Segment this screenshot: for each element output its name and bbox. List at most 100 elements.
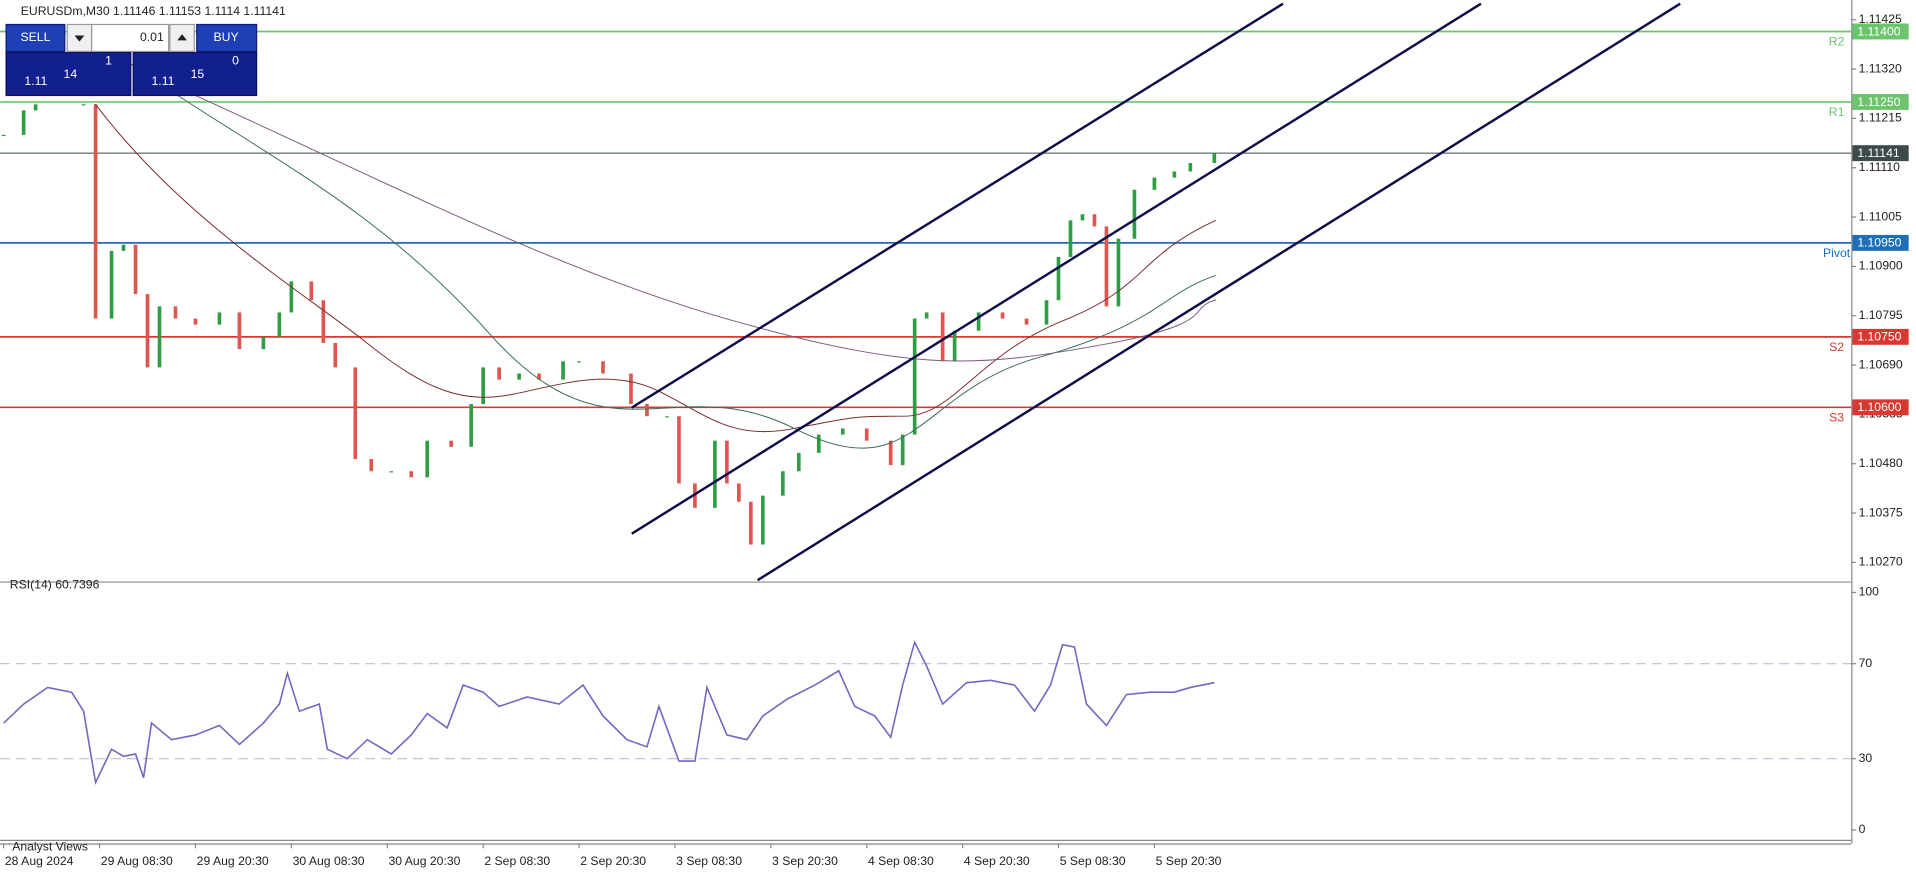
candle xyxy=(1152,177,1157,190)
price-tag-label: 1.10600 xyxy=(1857,400,1901,414)
candle xyxy=(888,440,893,466)
bid-prefix: 1.11 xyxy=(24,74,47,88)
sell-label[interactable]: SELL xyxy=(21,30,51,44)
y-tick-label: 1.10795 xyxy=(1859,308,1903,322)
candle xyxy=(217,312,222,325)
candle xyxy=(1056,256,1061,301)
candle xyxy=(309,281,314,301)
candle xyxy=(121,244,126,251)
close: 1.11141 xyxy=(243,4,286,18)
candle xyxy=(93,104,98,319)
candle xyxy=(816,434,821,453)
ask-prefix: 1.11 xyxy=(152,74,175,88)
x-tick-label: 29 Aug 20:30 xyxy=(197,854,269,868)
y-tick-label: 1.11320 xyxy=(1859,61,1902,75)
candle xyxy=(840,428,845,435)
lot-value: 0.01 xyxy=(140,30,164,44)
candle xyxy=(677,416,681,484)
candle xyxy=(912,318,917,435)
y-tick-label: 1.11215 xyxy=(1859,111,1902,125)
candle xyxy=(173,306,178,319)
sell-button[interactable] xyxy=(5,23,66,53)
x-tick-label: 4 Sep 08:30 xyxy=(868,854,934,868)
open: 1.11146 xyxy=(113,4,156,18)
candle xyxy=(1104,226,1109,307)
candle xyxy=(481,367,485,405)
y-tick-label: 1.10690 xyxy=(1859,357,1903,371)
high: 1.11153 xyxy=(159,4,202,18)
candle xyxy=(1000,312,1005,319)
candle xyxy=(577,361,581,363)
candle xyxy=(1092,214,1097,227)
candle xyxy=(133,244,138,295)
candle xyxy=(1132,189,1137,239)
candle xyxy=(725,440,729,484)
ask-small: 0 xyxy=(232,53,239,67)
symbol-header: EURUSDm,M30 1.11146 1.11153 1.1114 1.111… xyxy=(21,4,286,18)
candle xyxy=(469,404,473,447)
y-tick-label: 1.11425 xyxy=(1859,12,1902,26)
moving-average xyxy=(109,48,1216,449)
y-tick-label: 1.10375 xyxy=(1859,505,1903,519)
candle xyxy=(900,434,905,466)
ask-box[interactable] xyxy=(132,52,258,97)
price-tag xyxy=(1852,234,1909,251)
price-tag-label: 1.11250 xyxy=(1857,95,1900,109)
price-tag xyxy=(1852,399,1909,416)
candle xyxy=(940,312,945,362)
candle xyxy=(537,373,541,380)
candle xyxy=(1116,238,1121,307)
overlay-layer: 1.11400 1.11250 1.11141 1.10950 1.10750 1.106… xyxy=(1852,23,1909,416)
analyst-views-tab[interactable]: Analyst Views xyxy=(12,839,88,853)
candle xyxy=(1080,214,1085,221)
y-tick-label: 0 xyxy=(1859,822,1866,836)
candle xyxy=(1024,318,1029,325)
candle xyxy=(517,373,521,380)
price-tag-label: 1.11141 xyxy=(1857,146,1900,160)
candle xyxy=(1172,171,1177,178)
symbol: EURUSDm,M30 xyxy=(21,4,110,18)
buy-button[interactable] xyxy=(196,23,258,53)
buy-label[interactable]: BUY xyxy=(214,30,239,44)
bid-small: 1 xyxy=(105,53,112,67)
candle xyxy=(1,134,6,137)
moving-average xyxy=(94,103,1217,433)
x-tick-label: 30 Aug 08:30 xyxy=(293,854,365,868)
candle xyxy=(289,281,294,313)
y-tick-label: 1.10270 xyxy=(1859,555,1903,569)
candle xyxy=(333,342,338,368)
level-name: R1 xyxy=(1829,105,1845,119)
lot-input[interactable] xyxy=(91,23,170,53)
x-tick-label: 3 Sep 08:30 xyxy=(676,854,742,868)
x-tick-label: 4 Sep 20:30 xyxy=(964,854,1030,868)
candle xyxy=(976,312,981,331)
candle xyxy=(409,471,414,478)
candle xyxy=(864,428,869,441)
bid-box[interactable] xyxy=(5,52,132,97)
rsi-line xyxy=(3,640,1215,786)
candle xyxy=(109,250,114,319)
x-tick-label: 28 Aug 2024 xyxy=(5,854,74,868)
candle xyxy=(261,336,266,350)
candle xyxy=(425,440,430,478)
candle xyxy=(157,306,162,368)
x-tick-label: 5 Sep 20:30 xyxy=(1156,854,1222,868)
price-tag xyxy=(1852,145,1909,162)
candle xyxy=(749,501,753,545)
channel-line xyxy=(631,2,1284,409)
candle xyxy=(924,312,929,319)
price-tag-label: 1.11400 xyxy=(1857,24,1900,38)
level-name: S3 xyxy=(1829,411,1844,425)
candle xyxy=(237,312,242,350)
candle xyxy=(1212,153,1217,164)
y-tick-label: 1.10480 xyxy=(1859,456,1903,470)
bid-big: 14 xyxy=(64,67,78,81)
x-tick-label: 29 Aug 08:30 xyxy=(101,854,173,868)
candle xyxy=(1188,163,1193,172)
x-tick-label: 2 Sep 20:30 xyxy=(580,854,646,868)
rsi-title: RSI(14) 60.7396 xyxy=(10,577,100,591)
y-tick-label: 1.11110 xyxy=(1859,160,1901,174)
price-tag xyxy=(1852,23,1909,40)
candle xyxy=(497,367,501,380)
